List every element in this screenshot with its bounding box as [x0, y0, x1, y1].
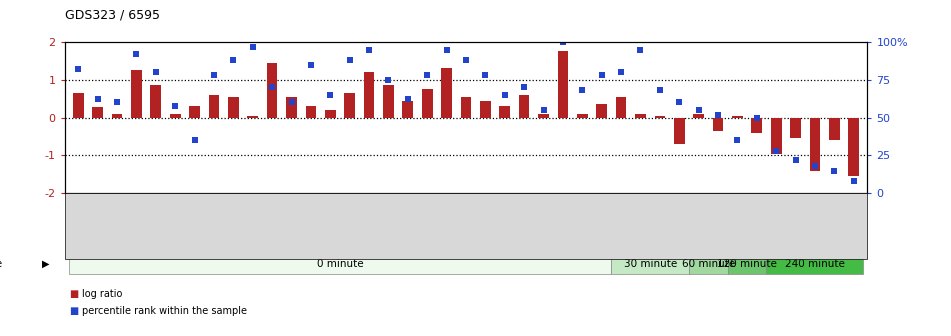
Point [90, 97, 106, 102]
Bar [247, 116, 258, 118]
Bar [286, 97, 297, 118]
Bar [728, 254, 767, 274]
Bar [654, 116, 665, 118]
Bar [809, 118, 821, 171]
Point [788, 157, 804, 163]
Point [710, 112, 726, 117]
Bar [693, 114, 704, 118]
Bar [732, 116, 743, 118]
Point [128, 51, 144, 57]
Point [749, 115, 765, 120]
Bar [689, 254, 728, 274]
Point [322, 92, 338, 98]
Text: ■: ■ [69, 289, 79, 299]
Point [516, 85, 532, 90]
Point [342, 57, 358, 63]
Text: 30 minute: 30 minute [624, 259, 677, 269]
Bar [712, 118, 724, 131]
Point [245, 44, 261, 49]
Point [632, 47, 648, 52]
Bar [767, 254, 864, 274]
Point [206, 73, 222, 78]
Bar [189, 106, 200, 118]
Point [613, 70, 629, 75]
Bar [674, 118, 685, 144]
Text: ▶: ▶ [42, 259, 49, 269]
Point [458, 57, 474, 63]
Point [555, 39, 571, 45]
Text: percentile rank within the sample: percentile rank within the sample [82, 306, 247, 316]
Bar [325, 110, 336, 118]
Point [807, 163, 823, 169]
Bar [92, 107, 103, 118]
Point [826, 168, 842, 173]
Point [264, 85, 280, 90]
Bar [635, 114, 646, 118]
Point [652, 88, 668, 93]
Text: log ratio: log ratio [82, 289, 122, 299]
Bar [499, 106, 510, 118]
Point [70, 67, 86, 72]
Text: 0 minute: 0 minute [317, 259, 363, 269]
Point [187, 138, 203, 143]
Bar [790, 118, 801, 138]
Bar [267, 63, 278, 118]
Point [536, 108, 552, 113]
Text: time: time [0, 259, 6, 269]
Bar [363, 72, 375, 118]
Point [846, 178, 862, 184]
Bar [519, 95, 530, 118]
Bar [460, 97, 472, 118]
Text: 60 minute: 60 minute [682, 259, 735, 269]
Bar [751, 118, 762, 133]
Bar [480, 100, 491, 118]
Bar [615, 97, 627, 118]
Text: GDS323 / 6595: GDS323 / 6595 [65, 9, 160, 22]
Bar [131, 70, 142, 118]
Bar [596, 104, 607, 118]
Bar [829, 118, 840, 140]
Bar [150, 85, 161, 118]
Bar [170, 114, 181, 118]
Bar [771, 118, 782, 154]
Bar [557, 51, 569, 118]
Bar [73, 93, 84, 118]
Bar [228, 97, 239, 118]
Point [380, 77, 396, 83]
Point [167, 103, 183, 108]
Point [691, 108, 707, 113]
Point [284, 100, 300, 105]
Point [419, 73, 435, 78]
Point [400, 97, 416, 102]
Point [671, 100, 687, 105]
Point [594, 73, 610, 78]
Bar [208, 95, 220, 118]
Point [477, 73, 493, 78]
Point [574, 88, 590, 93]
Point [225, 57, 241, 63]
Bar [538, 114, 549, 118]
Bar [422, 89, 433, 118]
Bar [111, 114, 123, 118]
Bar [68, 254, 611, 274]
Bar [611, 254, 689, 274]
Text: 240 minute: 240 minute [785, 259, 844, 269]
Point [303, 62, 319, 68]
Text: 120 minute: 120 minute [717, 259, 777, 269]
Bar [305, 106, 317, 118]
Point [148, 70, 164, 75]
Point [361, 47, 377, 52]
Text: ■: ■ [69, 306, 79, 316]
Bar [402, 100, 413, 118]
Bar [344, 93, 355, 118]
Bar [441, 69, 452, 118]
Point [497, 92, 513, 98]
Point [768, 148, 784, 154]
Point [109, 100, 125, 105]
Point [439, 47, 455, 52]
Point [729, 138, 745, 143]
Bar [848, 118, 859, 176]
Bar [577, 114, 588, 118]
Bar [383, 85, 394, 118]
